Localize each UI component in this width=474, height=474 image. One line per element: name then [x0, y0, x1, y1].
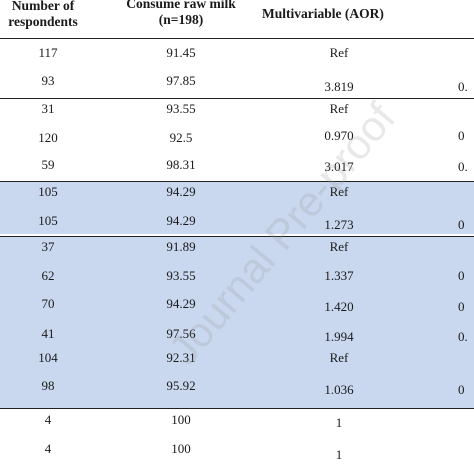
highlight-band-1 — [0, 181, 474, 234]
cell-aor: 1.420 — [324, 299, 354, 314]
cell-aor: 1 — [335, 447, 343, 462]
cell-next-column: 0 — [458, 217, 465, 232]
cell-respondents: 120 — [38, 130, 58, 145]
cell-respondents: 93 — [41, 73, 55, 88]
cell-raw-milk: 91.89 — [166, 239, 196, 254]
cell-raw-milk: 94.29 — [166, 296, 196, 311]
cell-raw-milk: 93.55 — [166, 268, 196, 283]
table-header: Number of respondents Consume raw milk (n=… — [0, 0, 474, 36]
cell-respondents: 98 — [41, 378, 55, 393]
divider-group-4 — [0, 236, 474, 237]
divider-header — [0, 38, 474, 39]
divider-group-5 — [0, 408, 474, 409]
cell-respondents: 59 — [41, 157, 55, 172]
cell-raw-milk: 97.85 — [166, 73, 196, 88]
cell-raw-milk: 100 — [171, 441, 191, 456]
cell-respondents: 70 — [41, 296, 55, 311]
cell-respondents: 31 — [41, 101, 55, 116]
cell-aor: 0.970 — [324, 128, 354, 143]
cell-aor: Ref — [329, 45, 349, 60]
cell-raw-milk: 97.56 — [166, 326, 196, 341]
cell-aor: 3.017 — [324, 159, 354, 174]
header-raw-milk: Consume raw milk (n=198) — [126, 0, 236, 27]
cell-aor: Ref — [329, 350, 349, 365]
cell-raw-milk: 94.29 — [166, 213, 196, 228]
cell-aor: 1.036 — [324, 382, 354, 397]
divider-group-3 — [0, 181, 474, 182]
cell-aor: 1.337 — [324, 268, 354, 283]
cell-respondents: 4 — [44, 412, 52, 427]
cell-next-column: 0 — [458, 299, 465, 314]
cell-aor: 1 — [335, 415, 343, 430]
cell-aor: Ref — [329, 101, 349, 116]
cell-next-column: 0 — [458, 128, 465, 143]
divider-group-2 — [0, 98, 474, 99]
cell-next-column: 0 — [458, 268, 465, 283]
cell-raw-milk: 92.5 — [169, 130, 193, 145]
header-aor: Multivariable (AOR) — [262, 6, 384, 21]
cell-respondents: 62 — [41, 268, 55, 283]
cell-respondents: 104 — [38, 350, 58, 365]
cell-respondents: 41 — [41, 326, 55, 341]
cell-aor: Ref — [329, 184, 349, 199]
cell-respondents: 117 — [38, 45, 58, 60]
cell-respondents: 37 — [41, 239, 55, 254]
cell-next-column: 0. — [458, 329, 468, 344]
cell-respondents: 105 — [38, 213, 58, 228]
cell-aor: 3.819 — [324, 79, 354, 94]
cell-raw-milk: 93.55 — [166, 101, 196, 116]
cell-respondents: 105 — [38, 184, 58, 199]
cell-raw-milk: 94.29 — [166, 184, 196, 199]
cell-next-column: 0. — [458, 159, 468, 174]
cell-aor: 1.273 — [324, 217, 354, 232]
header-respondents: Number of respondents — [8, 0, 78, 29]
cell-respondents: 4 — [44, 441, 52, 456]
cell-raw-milk: 98.31 — [166, 157, 196, 172]
cell-next-column: 0 — [458, 382, 465, 397]
cell-aor: 1.994 — [324, 329, 354, 344]
cell-raw-milk: 91.45 — [166, 45, 196, 60]
cell-raw-milk: 100 — [171, 412, 191, 427]
cell-next-column: 0. — [458, 79, 468, 94]
cell-raw-milk: 95.92 — [166, 378, 196, 393]
cell-aor: Ref — [329, 239, 349, 254]
cell-raw-milk: 92.31 — [166, 350, 196, 365]
highlight-band-2 — [0, 236, 474, 408]
